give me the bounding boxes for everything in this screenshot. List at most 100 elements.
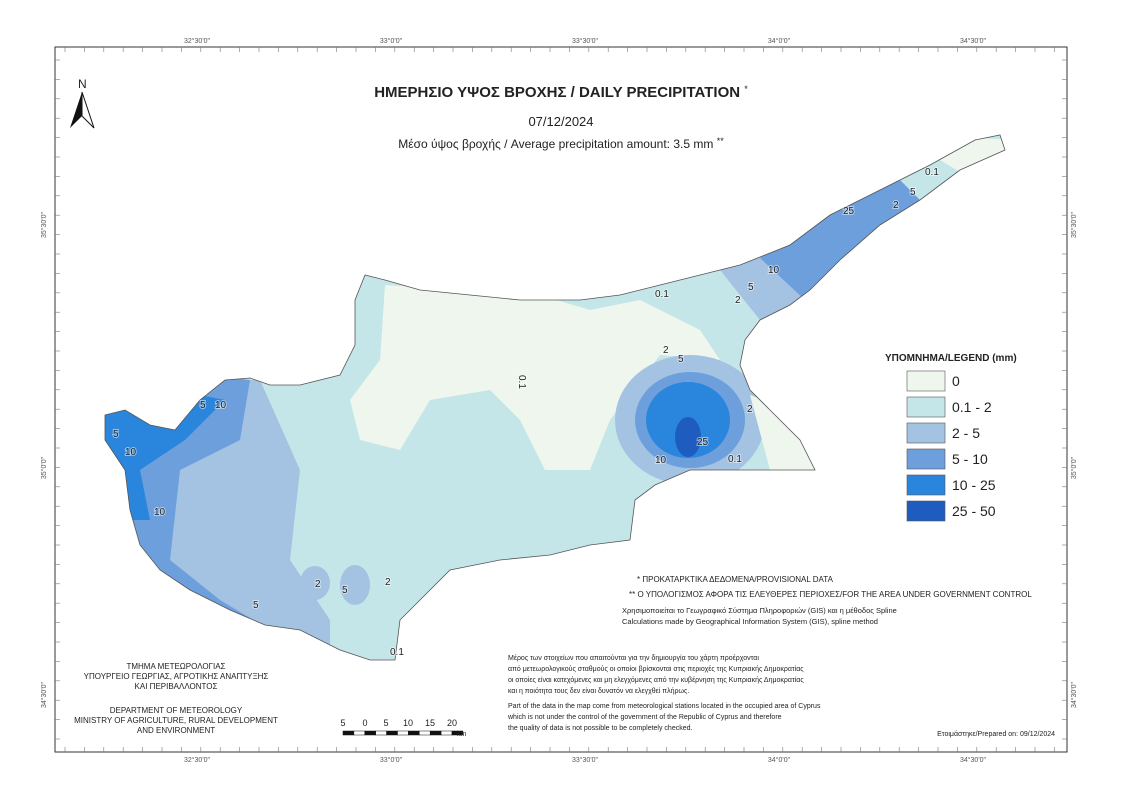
north-arrow: N [70, 77, 95, 129]
subtitle-mark: ** [717, 136, 725, 146]
disclaimer: από μετεωρολογικούς σταθμούς οι οποίοι β… [508, 665, 804, 673]
contour-label: 25 [843, 206, 855, 217]
contour-label: 2 [385, 577, 391, 588]
contour-label: 2 [663, 345, 669, 356]
legend-label: 0 [952, 373, 960, 389]
graticule-label: 34°0'0" [768, 37, 791, 45]
region [105, 395, 225, 520]
scale-segment [342, 730, 355, 736]
scale-segment [451, 730, 464, 736]
title-mark: * [744, 84, 748, 94]
graticule-label: 35°0'0" [1070, 456, 1078, 479]
contour-label: 0.1 [728, 454, 742, 465]
department: ΤΜΗΜΑ ΜΕΤΕΩΡΟΛΟΓΙΑΣ [126, 662, 225, 671]
legend-swatch [906, 500, 946, 522]
graticule-label: 32°30'0" [184, 37, 211, 45]
map-title: ΗΜΕΡΗΣΙΟ ΥΨΟΣ ΒΡΟΧΗΣ / DAILY PRECIPITATI… [374, 84, 748, 101]
text-blocks: * ΠΡΟΚΑΤΑΡΚΤΙΚΑ ΔΕΔΟΜΕΝΑ/PROVISIONAL DAT… [74, 575, 1055, 738]
map-date: 07/12/2024 [528, 114, 593, 129]
contour-label: 10 [125, 447, 137, 458]
scale-label: 0 [362, 718, 367, 728]
prepared-date: Ετοιμάστηκε/Prepared on: 09/12/2024 [937, 730, 1055, 738]
north-arrow-half [81, 91, 95, 129]
region [300, 566, 330, 600]
scale-segment [375, 730, 387, 736]
department: ΚΑΙ ΠΕΡΙΒΑΛΛΟΝΤΟΣ [135, 682, 218, 691]
disclaimer: οι οποίες είναι κατεχόμενες και μη ελεγχ… [508, 676, 804, 684]
contour-label: 0.1 [516, 375, 527, 389]
contour-label: 2 [315, 579, 321, 590]
graticule-label: 33°0'0" [380, 756, 403, 764]
contour-label: 5 [113, 429, 119, 440]
scale-unit: km [457, 731, 467, 738]
scale-segment [419, 730, 431, 736]
contour-label: 0.1 [925, 167, 939, 178]
title-text: ΗΜΕΡΗΣΙΟ ΥΨΟΣ ΒΡΟΧΗΣ / DAILY PRECIPITATI… [374, 84, 740, 101]
legend-label: 0.1 - 2 [952, 399, 992, 415]
subtitle-text: Μέσο ύψος βροχής / Average precipitation… [398, 137, 713, 151]
contour-label: 2 [893, 200, 899, 211]
graticule-label: 33°30'0" [572, 37, 599, 45]
note: * ΠΡΟΚΑΤΑΡΚΤΙΚΑ ΔΕΔΟΜΕΝΑ/PROVISIONAL DAT… [637, 575, 834, 584]
disclaimer: which is not under the control of the go… [507, 714, 782, 721]
graticule-label: 34°0'0" [768, 756, 791, 764]
legend-label: 2 - 5 [952, 425, 980, 441]
scale-label: 10 [403, 718, 413, 728]
legend-swatch [906, 396, 946, 418]
region [350, 285, 720, 470]
contour-label: 25 [697, 437, 709, 448]
contour-labels: 0.1 2 5 10 25 5 10 10 5 2 5 2 0.1 5 10 2… [112, 166, 940, 659]
note: Χρησιμοποιείται το Γεωγραφικό Σύστημα Πλ… [622, 606, 897, 615]
note: Calculations made by Geographical Inform… [622, 617, 878, 626]
graticule-label: 35°30'0" [1070, 211, 1078, 238]
contour-label: 10 [154, 507, 166, 518]
graticule-label: 33°30'0" [572, 756, 599, 764]
region [340, 565, 370, 605]
scale-label: 5 [340, 718, 345, 728]
region [940, 138, 1005, 172]
region [760, 180, 920, 300]
contour-label: 5 [253, 600, 259, 611]
contour-label: 10 [768, 265, 780, 276]
contour-label: 5 [678, 354, 684, 365]
region [675, 417, 701, 457]
north-label: N [78, 77, 87, 91]
disclaimer: the quality of data is not possible to b… [508, 725, 692, 732]
scale-label: 20 [447, 718, 457, 728]
legend-label: 5 - 10 [952, 451, 988, 467]
scale-segment [440, 730, 453, 736]
scale-segment [386, 730, 398, 736]
map-subtitle: Μέσο ύψος βροχής / Average precipitation… [398, 136, 724, 151]
contour-label: 5 [200, 400, 206, 411]
legend-swatch [906, 448, 946, 470]
graticule-label: 35°0'0" [40, 456, 48, 479]
department: AND ENVIRONMENT [137, 726, 215, 735]
graticule-label: 34°30'0" [1070, 681, 1078, 708]
contour-label: 5 [342, 585, 348, 596]
contour-label: 0.1 [390, 647, 404, 658]
graticule-label: 34°30'0" [40, 681, 48, 708]
legend-label: 25 - 50 [952, 503, 996, 519]
scale-segment [353, 730, 366, 736]
scale-segment [364, 730, 376, 736]
frame-ticks: 32°30'0" 33°0'0" 33°30'0" 34°0'0" 34°30'0" 32… [40, 37, 1078, 764]
contour-label: 5 [910, 187, 916, 198]
department: DEPARTMENT OF METEOROLOGY [110, 706, 243, 715]
department: ΥΠΟΥΡΓΕΙΟ ΓΕΩΡΓΙΑΣ, ΑΓΡΟΤΙΚΗΣ ΑΝΑΠΤΥΞΗΣ [84, 672, 269, 681]
contour-label: 0.1 [655, 289, 669, 300]
disclaimer: Μέρος των στοιχείων που απαιτούνται για … [508, 654, 759, 662]
legend-label: 10 - 25 [952, 477, 996, 493]
legend: ΥΠΟΜΝΗΜΑ/LEGEND (mm) 0 0.1 - 2 2 - 5 5 - 10… [885, 353, 1017, 522]
graticule-label: 34°30'0" [960, 37, 987, 45]
department: MINISTRY OF AGRICULTURE, RURAL DEVELOPME… [74, 716, 278, 725]
scale-segment [408, 730, 420, 736]
graticule-label: 33°0'0" [380, 37, 403, 45]
graticule-label: 35°30'0" [40, 211, 48, 238]
contour-label: 2 [735, 295, 741, 306]
note: ** Ο ΥΠΟΛΟΓΙΣΜΟΣ ΑΦΟΡΑ ΤΙΣ ΕΛΕΥΘΕΡΕΣ ΠΕΡ… [629, 590, 1032, 599]
legend-swatch [906, 474, 946, 496]
contour-label: 5 [748, 282, 754, 293]
graticule-label: 34°30'0" [960, 756, 987, 764]
